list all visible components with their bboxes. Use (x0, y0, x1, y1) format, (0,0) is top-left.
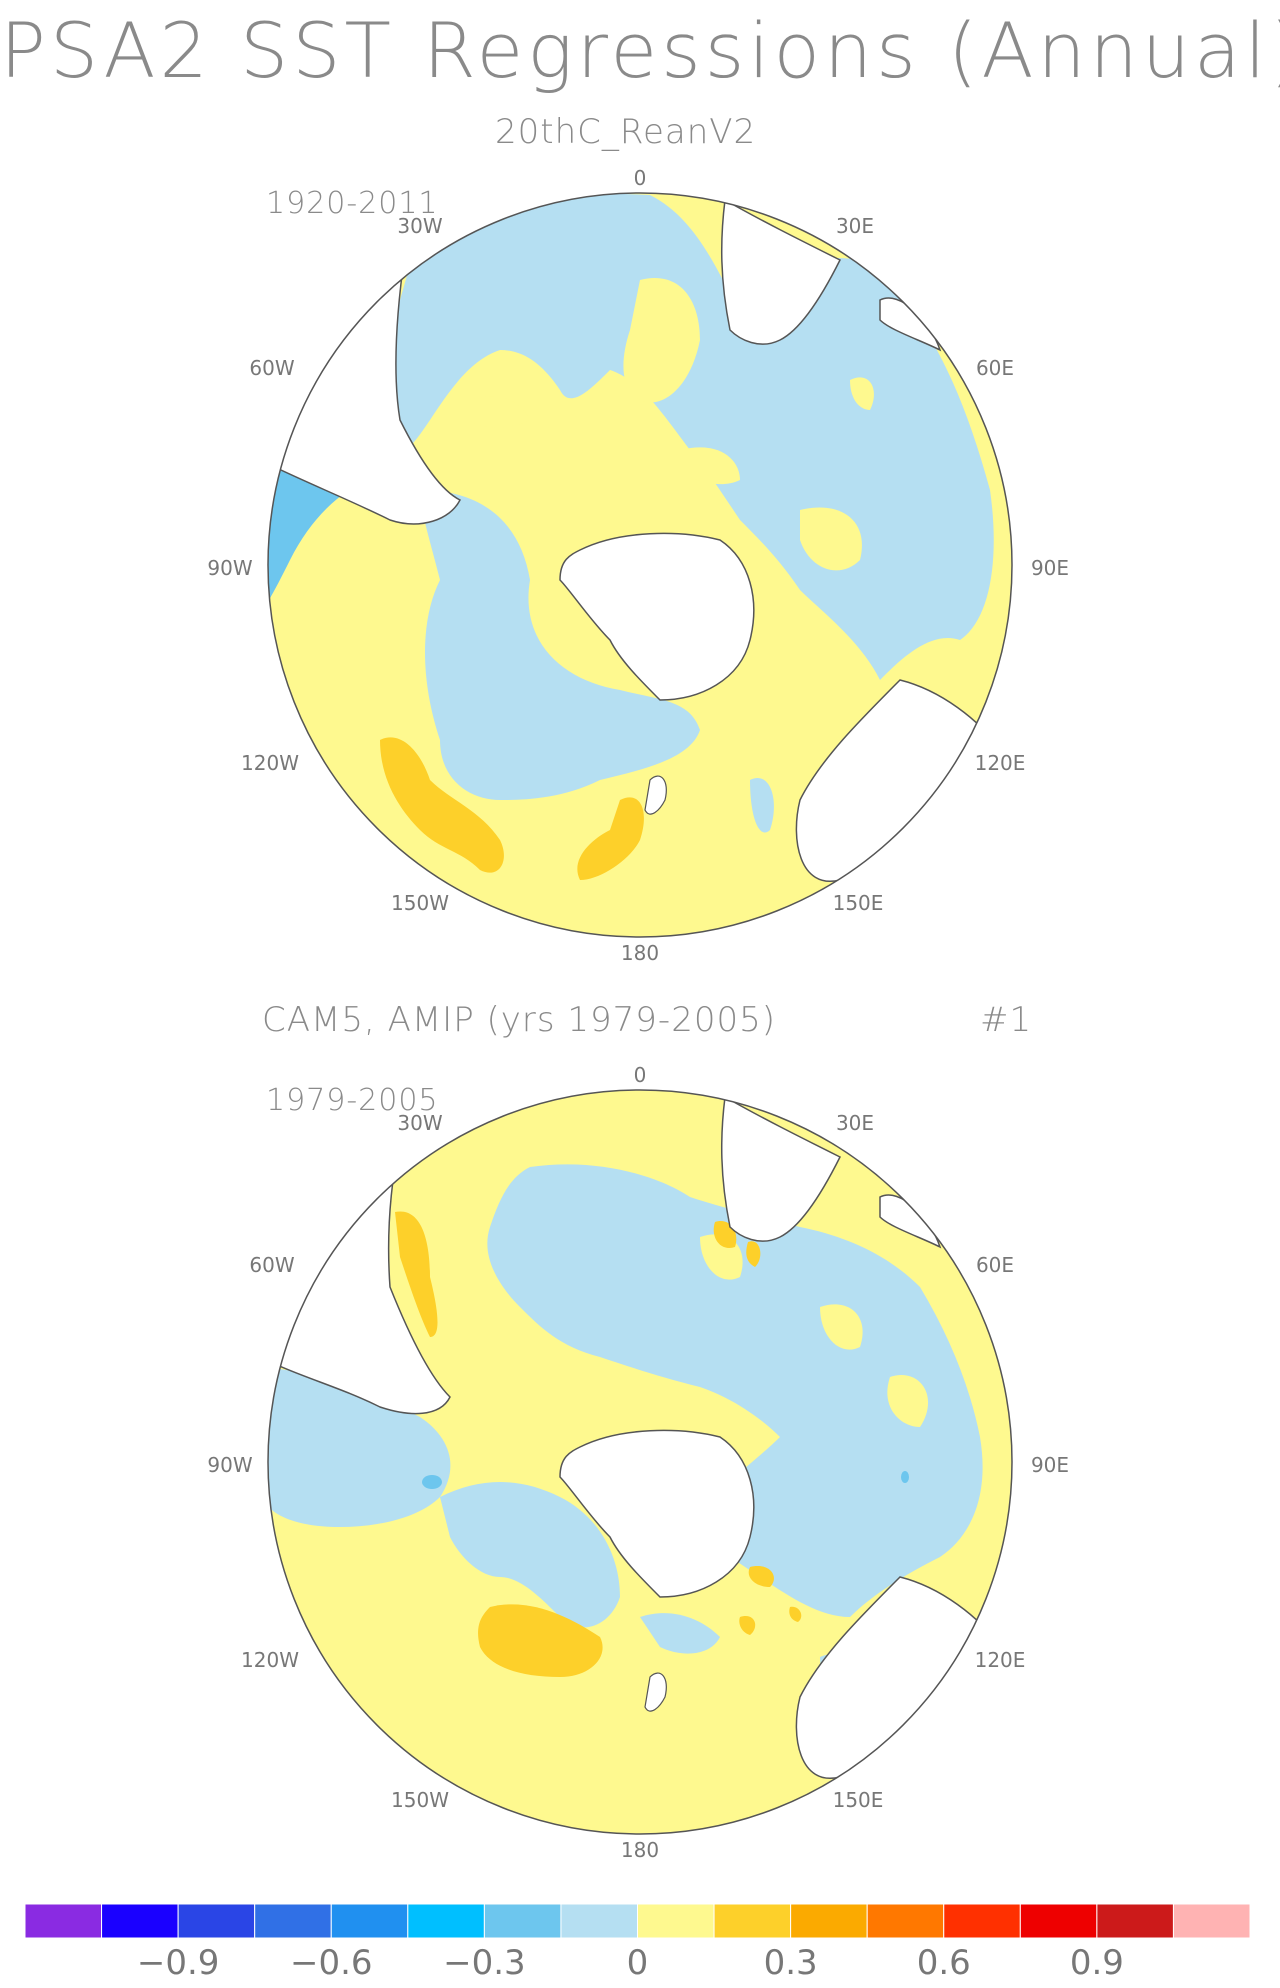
panel-2-period: 1979-2005 (266, 1083, 439, 1118)
colorbar-tick-label: 0 (627, 1943, 649, 1980)
lon-label: 60E (976, 356, 1014, 380)
lon-label: 60W (249, 356, 294, 380)
lon-label: 180 (621, 941, 659, 965)
colorbar-tick-label: −0.6 (290, 1943, 373, 1980)
colorbar: −0.9 −0.6 −0.3 0 0.3 0.6 0.9 (24, 1903, 1251, 1980)
colorbar-box (1096, 1903, 1174, 1939)
lon-label: 120W (241, 1648, 299, 1672)
figure-title: PSA2 SST Regressions (Annual) (0, 6, 1280, 95)
lon-label: 30E (836, 214, 874, 238)
colorbar-box (943, 1903, 1021, 1939)
lon-label: 30W (397, 214, 442, 238)
colorbar-box (407, 1903, 485, 1939)
lon-label: 90E (1031, 556, 1069, 580)
panel-2-tag: #1 (980, 1000, 1033, 1040)
lon-label: 60E (976, 1253, 1014, 1277)
lon-label: 90W (207, 556, 252, 580)
lon-label: 150E (833, 891, 884, 915)
lon-label: 0 (634, 1063, 647, 1087)
lon-label: 90W (207, 1453, 252, 1477)
lon-label: 150W (391, 1788, 449, 1812)
colorbar-tick-label: 0.3 (764, 1943, 818, 1980)
panel-2-subtitle: CAM5, AMIP (yrs 1979-2005) (262, 1000, 776, 1040)
lon-label: 120E (975, 751, 1026, 775)
lon-label: 90E (1031, 1453, 1069, 1477)
lon-label: 150W (391, 891, 449, 915)
lon-label: 60W (249, 1253, 294, 1277)
colorbar-tick-label: 0.9 (1070, 1943, 1124, 1980)
lon-label: 120E (975, 1648, 1026, 1672)
lon-label: 180 (621, 1838, 659, 1862)
colorbar-box (713, 1903, 792, 1939)
colorbar-box (101, 1903, 179, 1939)
colorbar-box (483, 1903, 562, 1939)
colorbar-box (254, 1903, 332, 1939)
lon-label: 150E (833, 1788, 884, 1812)
colorbar-box (330, 1903, 409, 1939)
panel-1-subtitle: 20thC_ReanV2 (495, 112, 757, 152)
colorbar-box (866, 1903, 945, 1939)
colorbar-box (1172, 1903, 1251, 1939)
colorbar-box (790, 1903, 868, 1939)
panel-1-map: 0 30E 60E 90E 120E 150E 180 150W 120W 90… (207, 166, 1069, 965)
colorbar-tick-label: −0.9 (137, 1943, 220, 1980)
lon-label: 30W (397, 1111, 442, 1135)
colorbar-tick-label: 0.6 (917, 1943, 971, 1980)
colorbar-box (177, 1903, 256, 1939)
colorbar-tick-label: −0.3 (443, 1943, 526, 1980)
lon-label: 120W (241, 751, 299, 775)
colorbar-box (637, 1903, 715, 1939)
lon-label: 30E (836, 1111, 874, 1135)
colorbar-box (560, 1903, 638, 1939)
colorbar-box (24, 1903, 103, 1939)
panel-1-period: 1920-2011 (266, 186, 439, 221)
lon-label: 0 (634, 166, 647, 190)
panel-2-map: 0 30E 60E 90E 120E 150E 180 150W 120W 90… (207, 1063, 1069, 1862)
colorbar-box (1019, 1903, 1098, 1939)
